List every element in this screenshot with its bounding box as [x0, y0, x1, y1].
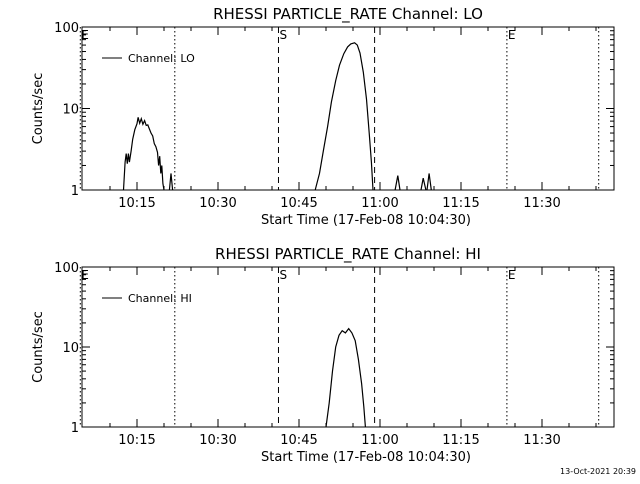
chart-0-x-axis-label: Start Time (17-Feb-08 10:04:30) — [261, 213, 471, 228]
chart-1-y-axis-label: Counts/sec — [31, 311, 46, 383]
chart-1-y-tick-label-2: 100 — [54, 261, 79, 276]
chart-0-x-tick-label-4: 11:15 — [442, 196, 479, 211]
chart-0-x-tick-label-0: 10:15 — [118, 196, 155, 211]
plot-timestamp: 13-Oct-2021 20:39 — [560, 467, 636, 476]
chart-0-series-0-segment-1 — [168, 173, 174, 191]
chart-0-x-tick-label-5: 11:30 — [523, 196, 560, 211]
chart-0-series-0-segment-4 — [420, 177, 427, 191]
chart-1-flag-label-4: E — [508, 268, 516, 282]
chart-0-legend-label: Channel: LO — [128, 52, 195, 65]
chart-0-y-tick-label-0: 1 — [71, 184, 79, 199]
chart-1-legend-label: Channel: HI — [128, 292, 192, 305]
chart-1-x-tick-label-1: 10:30 — [199, 433, 236, 448]
chart-1-x-tick-label-4: 11:15 — [442, 433, 479, 448]
chart-1-x-tick-label-2: 10:45 — [280, 433, 317, 448]
chart-1-y-tick-label-1: 10 — [62, 341, 79, 356]
chart-1-flag-label-2: S — [279, 268, 287, 282]
chart-0-flag-label-2: S — [279, 28, 287, 42]
chart-1-x-tick-label-3: 11:00 — [361, 433, 398, 448]
chart-0-x-tick-label-1: 10:30 — [199, 196, 236, 211]
chart-1-x-axis-label: Start Time (17-Feb-08 10:04:30) — [261, 450, 471, 465]
chart-0-y-axis-label: Counts/sec — [31, 73, 46, 145]
chart-1-x-tick-label-0: 10:15 — [118, 433, 155, 448]
chart-0-series-0-segment-0 — [122, 116, 165, 191]
chart-0-x-tick-label-3: 11:00 — [361, 196, 398, 211]
chart-0-series-0-segment-2 — [314, 42, 374, 191]
chart-0-series-0-segment-3 — [394, 175, 401, 191]
chart-1-title: RHESSI PARTICLE_RATE Channel: HI — [215, 245, 481, 264]
chart-0-series-0-segment-5 — [426, 173, 432, 191]
chart-0-x-tick-label-2: 10:45 — [280, 196, 317, 211]
chart-1: RHESSI PARTICLE_RATE Channel: HIE S E10:15… — [31, 245, 615, 465]
chart-0: RHESSI PARTICLE_RATE Channel: LOE S E10:15… — [31, 5, 615, 228]
chart-1-series-0-segment-0 — [325, 327, 366, 428]
chart-1-y-tick-label-0: 1 — [71, 421, 79, 436]
chart-0-y-tick-label-2: 100 — [54, 21, 79, 36]
chart-0-y-tick-label-1: 10 — [62, 103, 79, 118]
chart-0-flag-label-4: E — [508, 28, 516, 42]
chart-0-title: RHESSI PARTICLE_RATE Channel: LO — [213, 5, 483, 24]
chart-1-x-tick-label-5: 11:30 — [523, 433, 560, 448]
chart-1-plot-frame — [81, 266, 615, 428]
